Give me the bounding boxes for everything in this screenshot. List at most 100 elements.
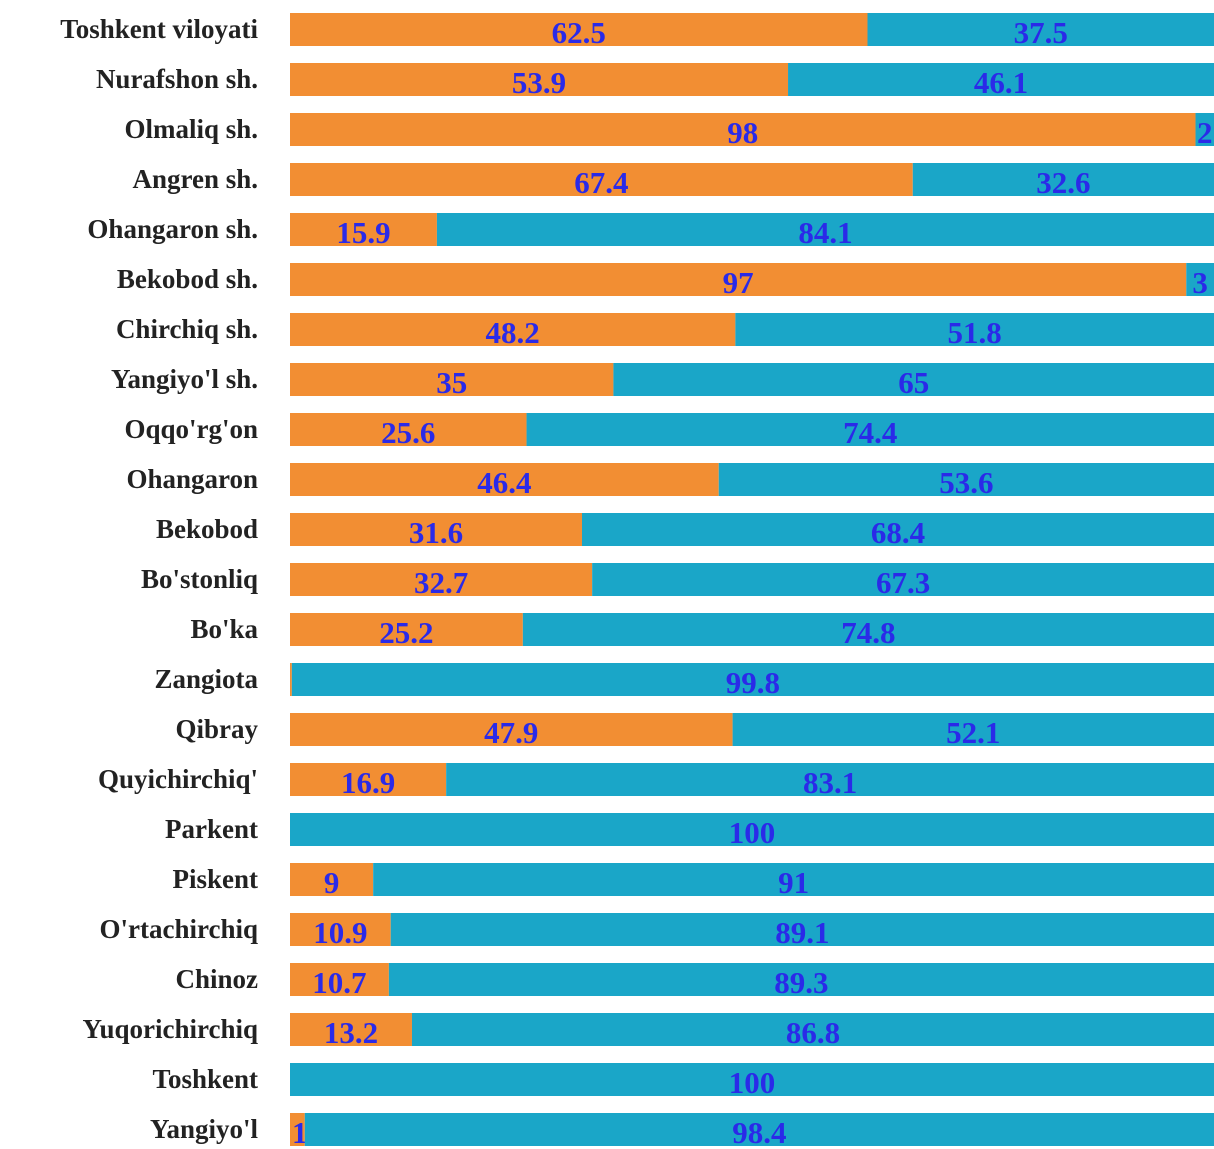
value-label: 91 (778, 865, 809, 900)
category-label: Zangiota (154, 664, 258, 694)
bar-segment (290, 813, 1214, 846)
value-label: 2 (1197, 115, 1213, 150)
category-label: Yangiyo'l (150, 1114, 259, 1144)
bar-segment (613, 363, 1214, 396)
category-label: Yangiyo'l sh. (111, 364, 258, 394)
value-label: 84.1 (798, 215, 852, 250)
bar-segment (290, 463, 719, 496)
bar-segment (290, 63, 789, 96)
category-label: Bo'ka (190, 614, 258, 644)
value-label: 98.4 (732, 1115, 786, 1149)
bar-segment (290, 263, 1187, 296)
bar-segment (1195, 113, 1214, 146)
bar-segment (732, 713, 1214, 746)
value-label: 37.5 (1014, 15, 1068, 50)
bar-segment (290, 313, 736, 346)
category-label: Oqqo'rg'on (124, 414, 258, 444)
value-label: 16.9 (341, 765, 395, 800)
category-label: Ohangaron (126, 464, 258, 494)
bar-segment (735, 313, 1214, 346)
category-label: O'rtachirchiq (100, 914, 259, 944)
bar-segment (290, 863, 374, 896)
bar-segment (867, 13, 1214, 46)
bar-segment (290, 1063, 1214, 1096)
bar-segment (291, 663, 1214, 696)
category-label: Bekobod (156, 514, 258, 544)
bar-segment (290, 613, 523, 646)
value-label: 62.5 (552, 15, 606, 50)
value-label: 25.6 (381, 415, 435, 450)
category-label: Toshkent (152, 1064, 258, 1094)
bar-segment (390, 913, 1214, 946)
bar-segment (912, 163, 1214, 196)
category-label: Ohangaron sh. (87, 214, 258, 244)
value-label: 35 (436, 365, 467, 400)
bar-segment (592, 563, 1214, 596)
bar-segment (436, 213, 1214, 246)
bar-segment (581, 513, 1214, 546)
bar-segment (446, 763, 1214, 796)
bar-segment (290, 1113, 305, 1146)
bar-segment (290, 363, 614, 396)
category-label: Parkent (165, 814, 258, 844)
value-label: 83.1 (803, 765, 857, 800)
value-label: 3 (1192, 265, 1208, 300)
bar-segment (290, 763, 447, 796)
bar-segment (388, 963, 1214, 996)
bar-segment (290, 563, 593, 596)
value-label: 52.1 (946, 715, 1000, 750)
bar-segment (290, 1013, 412, 1046)
bar-segment (290, 163, 913, 196)
value-label: 32.7 (414, 565, 468, 600)
category-label: Toshkent viloyati (60, 14, 258, 44)
value-label: 51.8 (948, 315, 1002, 350)
bar-segment (1186, 263, 1214, 296)
bar-segment (290, 13, 868, 46)
bar-segment (290, 113, 1196, 146)
value-label: 74.8 (841, 615, 895, 650)
value-label: 67.4 (574, 165, 628, 200)
value-label: 99.8 (726, 665, 780, 700)
value-label: 89.3 (774, 965, 828, 1000)
value-label: 13.2 (324, 1015, 378, 1050)
value-label: 10.9 (313, 915, 367, 950)
value-label: 100 (729, 815, 776, 850)
value-label: 48.2 (486, 315, 540, 350)
bar-segment (522, 613, 1214, 646)
bar-segment (373, 863, 1214, 896)
value-label: 74.4 (843, 415, 897, 450)
value-label: 100 (729, 1065, 776, 1100)
value-label: 32.6 (1036, 165, 1090, 200)
value-label: 47.9 (484, 715, 538, 750)
bar-segment (290, 913, 391, 946)
category-label: Angren sh. (132, 164, 258, 194)
value-label: 46.1 (974, 65, 1028, 100)
value-label: 68.4 (871, 515, 925, 550)
value-label: 53.6 (939, 465, 993, 500)
category-label: Olmaliq sh. (124, 114, 258, 144)
value-label: 97 (723, 265, 754, 300)
category-label: Yuqorichirchiq (82, 1014, 258, 1044)
bar-segment (290, 413, 527, 446)
bar-segment (304, 1113, 1214, 1146)
value-label: 89.1 (775, 915, 829, 950)
value-label: 53.9 (512, 65, 566, 100)
bar-segment (788, 63, 1214, 96)
category-label: Nurafshon sh. (96, 64, 258, 94)
bar-segment (718, 463, 1214, 496)
category-label: Piskent (172, 864, 258, 894)
category-label: Chirchiq sh. (116, 314, 258, 344)
value-label: 9 (324, 865, 340, 900)
value-label: 67.3 (876, 565, 930, 600)
bar-segment (290, 213, 437, 246)
bar-segment (290, 663, 292, 696)
value-label: 46.4 (477, 465, 531, 500)
category-label: Bekobod sh. (117, 264, 258, 294)
category-label: Chinoz (175, 964, 258, 994)
bar-segment (526, 413, 1214, 446)
value-label: 15.9 (336, 215, 390, 250)
category-label: Bo'stonliq (141, 564, 258, 594)
bar-segment (411, 1013, 1214, 1046)
value-label: 86.8 (786, 1015, 840, 1050)
